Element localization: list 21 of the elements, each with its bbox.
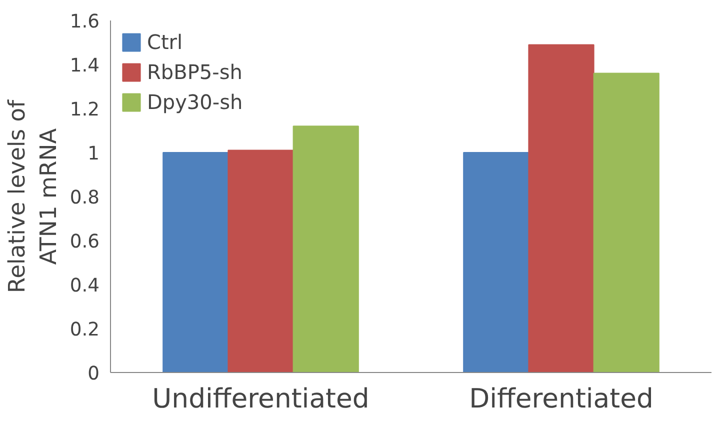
y-tick-label: 0.2 bbox=[70, 320, 100, 340]
bar bbox=[593, 72, 660, 372]
x-tick-label: Undifferentiated bbox=[152, 384, 370, 414]
bar bbox=[463, 152, 530, 372]
legend-label: RbBP5-sh bbox=[147, 60, 242, 84]
y-tick-label: 1 bbox=[88, 144, 100, 164]
y-tick-label: 1.4 bbox=[70, 56, 100, 76]
y-axis-title: Relative levels of ATN1 mRNA bbox=[4, 98, 62, 294]
y-tick-label: 1.6 bbox=[70, 12, 100, 32]
bar bbox=[162, 152, 229, 372]
legend-label: Dpy30-sh bbox=[147, 90, 243, 114]
bar bbox=[292, 126, 359, 372]
legend-label: Ctrl bbox=[147, 30, 183, 54]
x-tick-label: Differentiated bbox=[469, 384, 654, 414]
bar bbox=[528, 44, 594, 372]
y-tick-label: 1.2 bbox=[70, 100, 100, 120]
bar bbox=[228, 150, 294, 372]
y-tick-label: 0.6 bbox=[70, 232, 100, 252]
y-tick-label: 0 bbox=[88, 364, 100, 384]
y-tick-label: 0.8 bbox=[70, 188, 100, 208]
y-tick-label: 0.4 bbox=[70, 276, 100, 296]
